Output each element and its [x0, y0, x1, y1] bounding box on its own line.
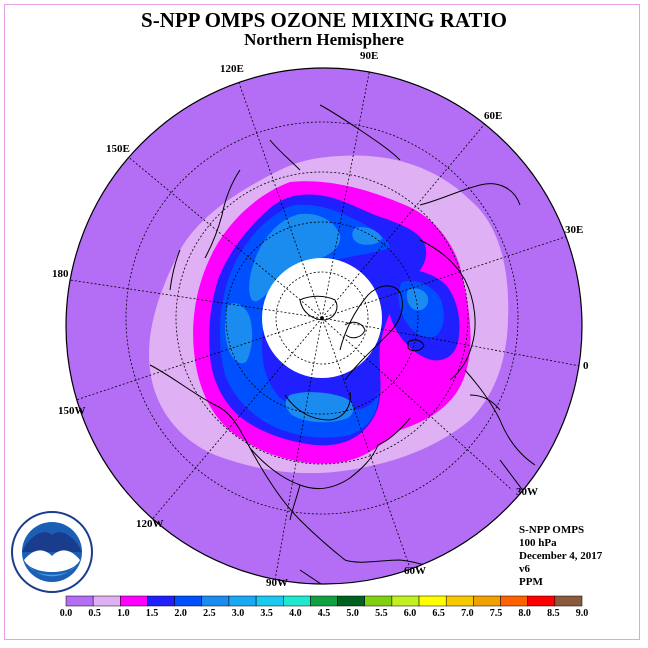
lon-label-30e: 30E: [565, 224, 584, 236]
colorbar-tick-label: 1.5: [145, 608, 159, 619]
lon-label-30w: 30W: [516, 486, 538, 498]
ozone-field-2.5-3.0-d: [352, 227, 382, 245]
map-subtitle: Northern Hemisphere: [244, 30, 404, 49]
lon-label-60w: 60W: [404, 565, 426, 577]
colorbar-swatch: [174, 595, 203, 607]
colorbar-swatch: [500, 595, 528, 607]
coastline-north-america: [149, 364, 456, 579]
colorbar-tick-label: 5.5: [375, 608, 388, 619]
coastline-south-america: [299, 569, 346, 584]
colorbar-tick-label: 2.0: [174, 608, 187, 619]
map-boundary: [65, 67, 583, 585]
colorbar-tick-label: 8.5: [547, 608, 560, 619]
lon-label-150w: 150W: [58, 405, 86, 417]
colorbar-tick-label: 4.0: [289, 608, 302, 619]
coastline-asia-east: [169, 169, 241, 291]
lon-label-180: 180: [52, 268, 69, 280]
colorbar-tick-label: 7.5: [489, 608, 503, 619]
colorbar-swatch: [92, 595, 121, 607]
colorbar-swatch: [65, 595, 94, 607]
colorbar-tick-label: 0.0: [59, 608, 73, 619]
coastline-europe: [464, 369, 536, 466]
colorbar-swatch: [473, 595, 501, 607]
ozone-field-2.5-3.0-e: [406, 288, 429, 311]
ozone-field-2.5-3.0-b: [225, 303, 253, 364]
colorbar-tick-label: 0.5: [88, 608, 101, 619]
coastline-hudson: [284, 391, 351, 421]
colorbar-swatch: [147, 595, 175, 607]
map-title: S-NPP OMPS OZONE MIXING RATIO: [141, 8, 507, 32]
colorbar-swatch: [228, 595, 257, 607]
colorbar-tick-label: 6.5: [432, 608, 445, 619]
colorbar-swatch: [310, 595, 338, 607]
colorbar-tick-label: 7.0: [461, 608, 474, 619]
colorbar-tick-label: 6.0: [403, 608, 417, 619]
colorbar-tick-label: 4.5: [317, 608, 331, 619]
info-units: PPM: [519, 576, 543, 588]
colorbar-tick-label: 3.0: [231, 608, 245, 619]
colorbar-tick-label: 3.5: [260, 608, 273, 619]
colorbar-swatch: [418, 595, 447, 607]
colorbar-tick-label: 5.0: [346, 608, 359, 619]
lon-label-120w: 120W: [136, 518, 164, 530]
coastline-eurasia: [269, 104, 521, 381]
ozone-field-2.5-3.0: [249, 213, 341, 302]
info-date: December 4, 2017: [519, 550, 603, 562]
lon-label-0: 0: [583, 360, 589, 372]
info-level: 100 hPa: [519, 537, 557, 549]
colorbar-tick-label: 2.5: [203, 608, 216, 619]
colorbar-swatch: [255, 595, 284, 607]
colorbar-swatch: [283, 595, 311, 607]
figure-frame: [4, 4, 640, 640]
ozone-field-2.5-3.0-c: [285, 392, 354, 423]
colorbar-tick-label: 8.0: [518, 608, 531, 619]
lon-label-90e: 90E: [360, 50, 379, 62]
info-instrument: S-NPP OMPS: [519, 524, 585, 536]
coastline-arctic-islands: [299, 295, 366, 339]
colorbar-swatch: [364, 595, 393, 607]
lon-label-150e: 150E: [106, 143, 130, 155]
colorbar-swatch: [120, 595, 148, 607]
coastline-iceland: [407, 339, 425, 352]
colorbar-swatch: [201, 595, 230, 607]
colorbar-swatch: [554, 595, 583, 607]
colorbar: [65, 595, 583, 607]
colorbar-swatch: [337, 595, 365, 607]
colorbar-tick-label: 9.0: [575, 608, 589, 619]
coastline-greenland: [339, 285, 403, 381]
colorbar-swatch: [527, 595, 556, 607]
info-block: S-NPP OMPS 100 hPa December 4, 2017 v6 P…: [519, 524, 602, 589]
lon-label-60e: 60E: [484, 110, 503, 122]
colorbar-swatch: [445, 595, 474, 607]
colorbar-tick-label: 1.0: [117, 608, 130, 619]
info-version: v6: [519, 563, 530, 575]
noaa-logo: [11, 511, 93, 593]
lon-label-90w: 90W: [266, 577, 288, 589]
colorbar-swatch: [391, 595, 420, 607]
lon-label-120e: 120E: [220, 63, 244, 75]
